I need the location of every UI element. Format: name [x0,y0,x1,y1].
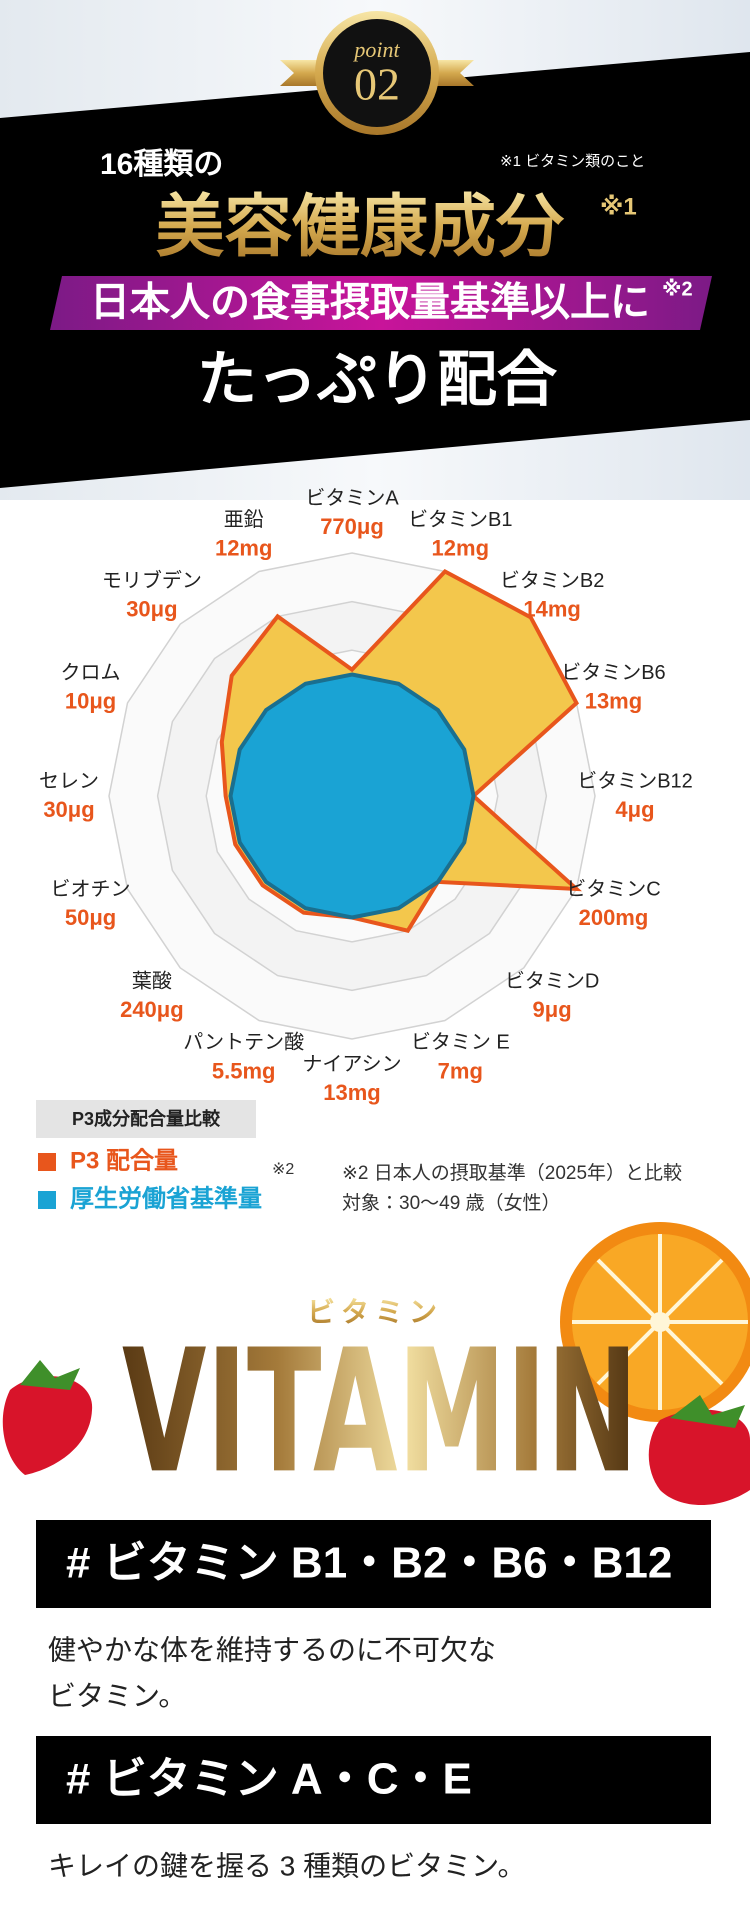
amount-label: 30μg [43,797,94,822]
axis-label: ビオチン [51,878,131,901]
amount-label: 12mg [215,535,272,560]
vitamin-kana: ビタミン [307,1296,443,1327]
axis-label: モリブデン [102,568,202,592]
amount-label: 4μg [615,797,654,822]
amount-label: 50μg [65,905,116,930]
header-band [0,52,750,488]
intro-text: 16種類の [100,148,223,181]
tag-text: # ビタミン B1・B2・B6・B12 [66,1539,672,1588]
axis-label: ビタミン E [411,1031,510,1054]
legend-title-box [36,1100,256,1138]
axis-label: 葉酸 [132,969,172,992]
amount-label: 13mg [323,1080,380,1105]
legend-label: 厚生労働省基準量 [70,1184,262,1212]
legend-note-mark: ※2 [272,1161,294,1178]
axis-label: セレン [39,770,99,792]
badge-label: point [352,37,400,62]
axis-label: 亜鉛 [224,508,264,531]
amount-label: 10μg [65,689,116,714]
description: キレイの鍵を握る 3 種類のビタミン。 [48,1850,525,1881]
amount-label: 13mg [585,689,642,714]
series-area [228,672,476,920]
axis-label: ビタミンB2 [500,569,604,592]
legend-swatch [38,1153,56,1171]
vitamin-word: VITAMIN [122,1313,638,1511]
amount-label: 12mg [432,535,489,560]
amount-label: 200mg [579,905,649,930]
header-note: ※1 ビタミン類のこと [500,153,645,170]
legend-swatch [38,1191,56,1209]
axis-label: ビタミンD [505,969,599,992]
amount-label: 770μg [320,514,384,539]
tag-bar [36,1736,711,1824]
tag-bar [36,1520,711,1608]
axis-label: ビタミンB12 [577,769,693,792]
axis-label: ビタミンA [305,486,399,509]
radar-chart: ビタミンA 770μg ビタミンB1 12mg ビタミンB2 14mg ビタミンB6 13mg… [39,486,693,1105]
vitamin-items: # ビタミン B1・B2・B6・B12 健やかな体を維持するのに不可欠なビタミン。… [36,1520,711,1881]
legend-label: P3 配合量 [70,1147,178,1174]
axis-label: ビタミンB1 [408,508,512,531]
footnote: 対象：30〜49 歳（女性） [342,1192,561,1214]
tag-text: # ビタミン A・C・E [66,1755,472,1804]
amount-label: 14mg [523,597,580,622]
amount-label: 5.5mg [212,1058,276,1083]
highlight-band [50,276,712,330]
axis-label: パントテン酸 [183,1031,304,1054]
amount-label: 9μg [533,997,572,1022]
badge-disc [323,19,431,127]
description: 健やかな体を維持するのに不可欠な [48,1634,496,1665]
amount-label: 240μg [120,997,184,1022]
axis-label: クロム [61,661,121,684]
closing-text: たっぷり配合 [197,346,558,413]
badge-number: 02 [354,59,400,110]
footnote: ※2 日本人の摂取基準（2025年）と比較 [342,1162,682,1184]
strawberry [2,1360,93,1475]
amount-label: 7mg [438,1058,483,1083]
legend-title: P3成分配合量比較 [72,1108,221,1129]
strawberry [648,1395,750,1505]
axis-label: ナイアシン [302,1053,401,1075]
orange-slice [560,1222,750,1422]
axis-label: ビタミンB6 [561,661,665,684]
description: ビタミン。 [48,1680,186,1711]
band-mark: ※2 [662,278,693,300]
headline-mark: ※1 [600,193,637,220]
band-text: 日本人の食事摂取量基準以上に [90,281,650,325]
amount-label: 30μg [126,597,177,622]
axis-label: ビタミンC [566,878,660,901]
headline: 美容健康成分 [156,189,565,265]
